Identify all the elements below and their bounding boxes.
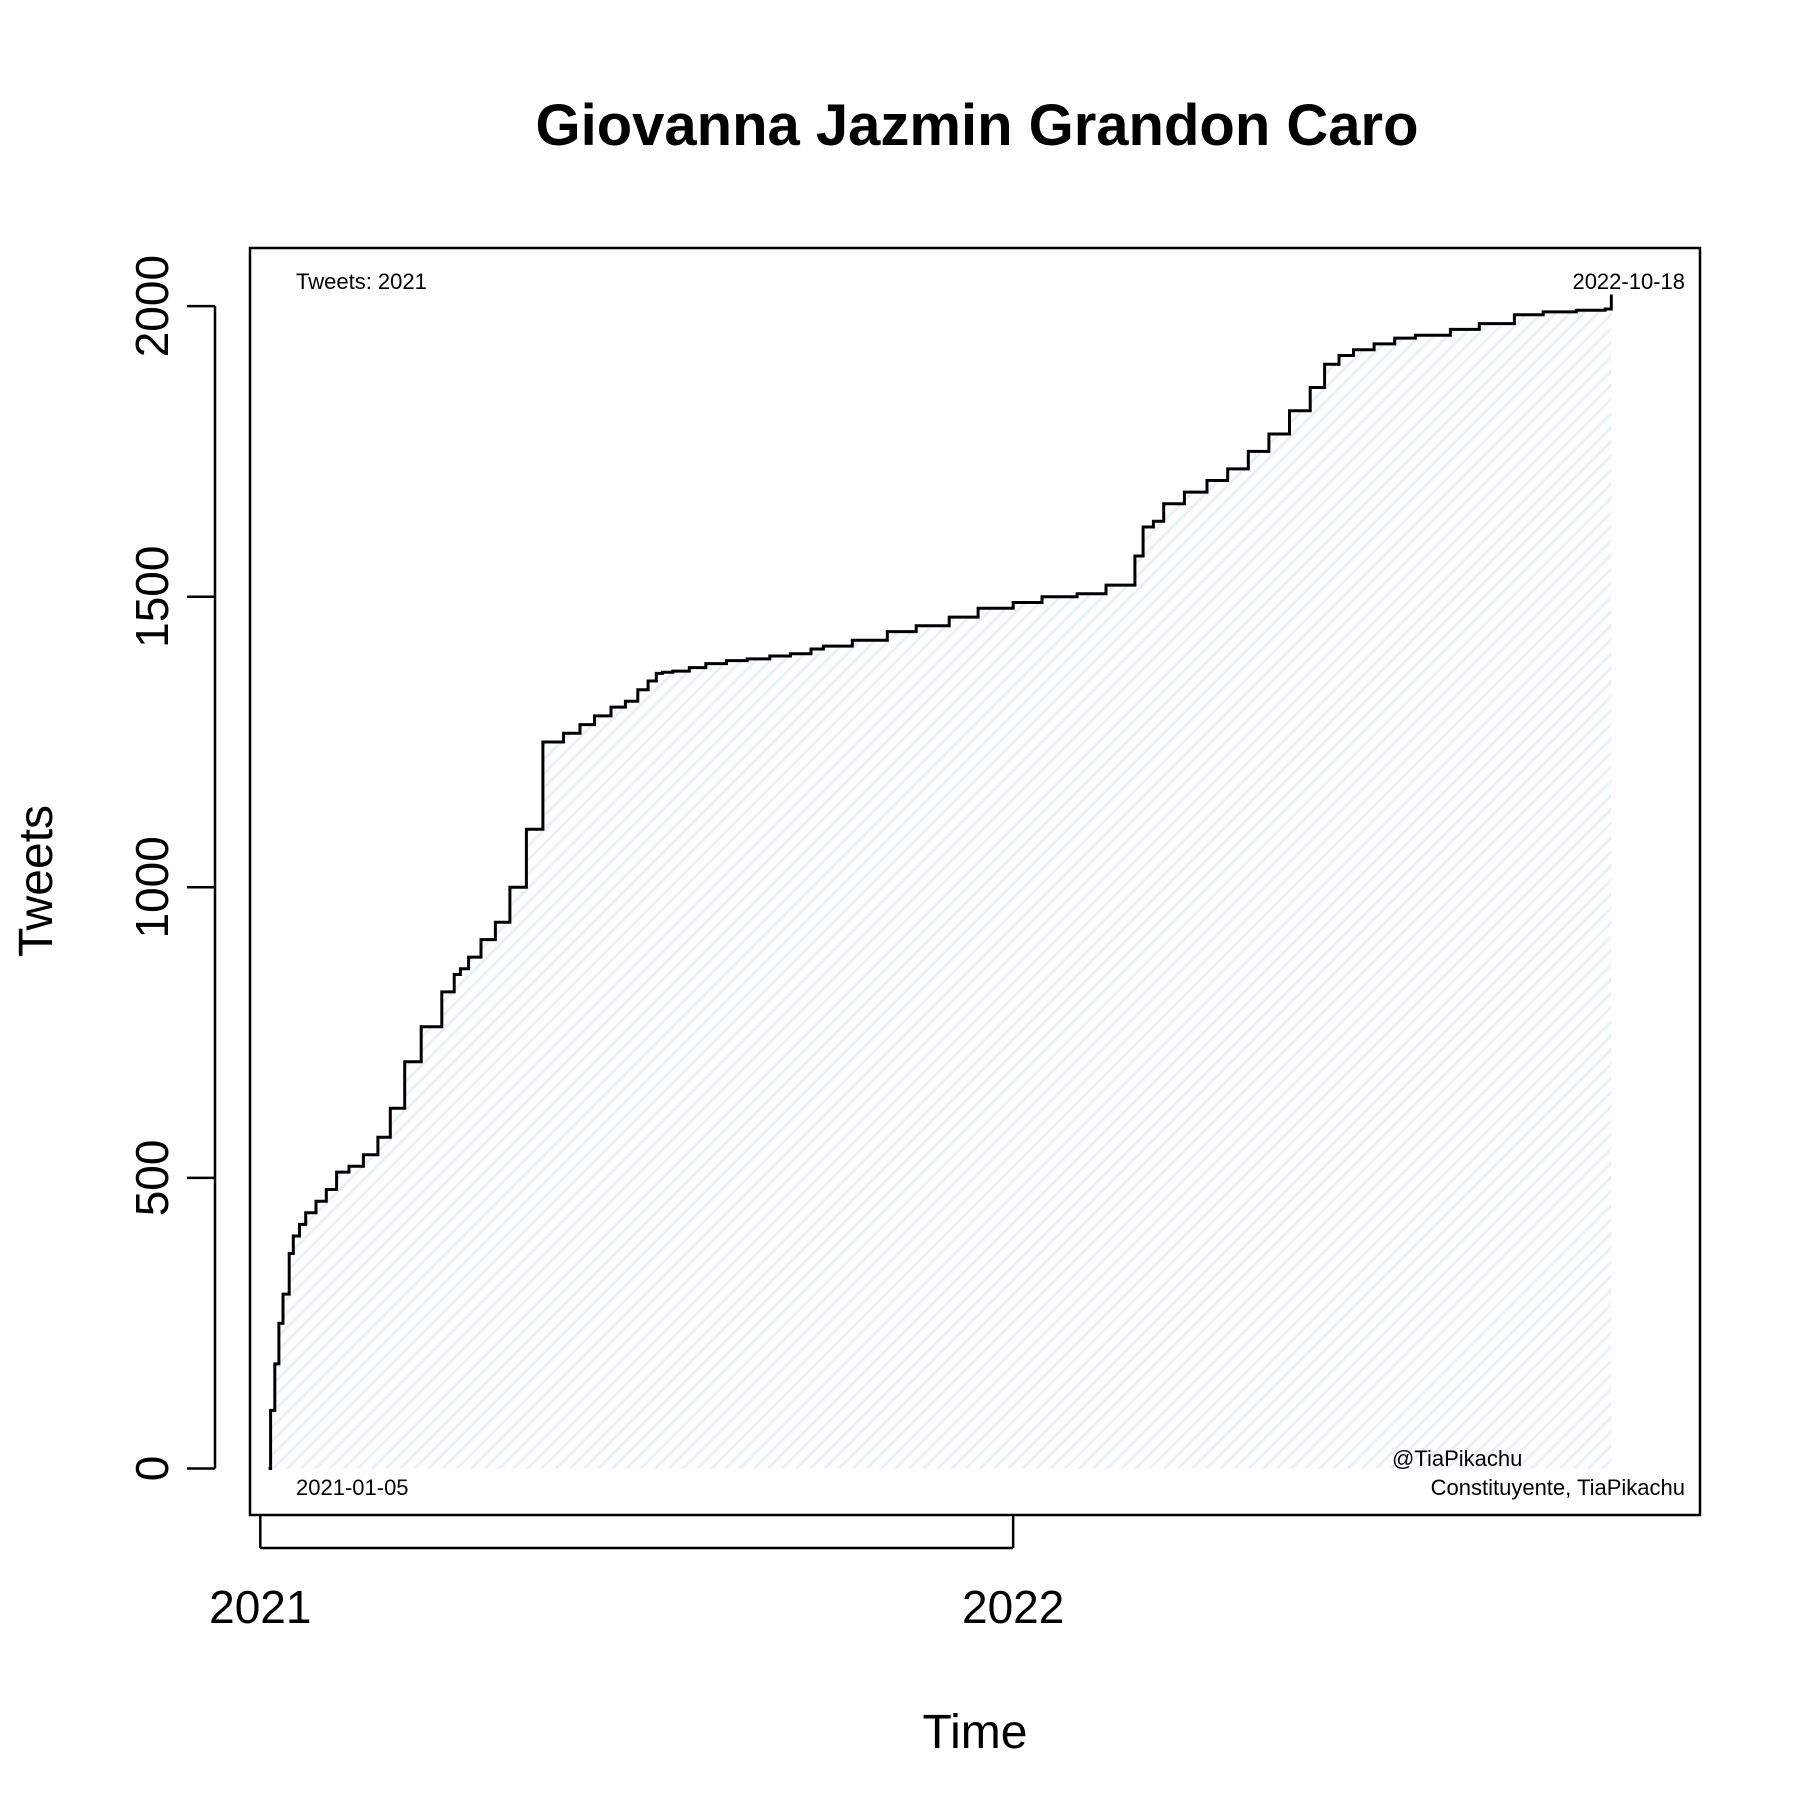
- y-axis-title: Tweets: [10, 805, 63, 957]
- x-axis: 2021 2022: [209, 1516, 1064, 1633]
- plot-area: [248, 246, 1702, 1517]
- annotation-credit: Constituyente, TiaPikachu: [1431, 1475, 1685, 1500]
- y-tick-label-3: 1500: [126, 546, 178, 648]
- y-tick-label-2: 1000: [126, 836, 178, 938]
- plot-frame: [248, 246, 1702, 1517]
- annotation-total-tweets: Tweets: 2021: [296, 269, 427, 294]
- y-axis: 0 500 1000 1500 2000: [126, 255, 217, 1482]
- series-line: [268, 294, 1613, 1470]
- y-tick-label-4: 2000: [126, 255, 178, 357]
- x-tick-label-0: 2021: [209, 1581, 311, 1633]
- annotation-handle: @TiaPikachu: [1392, 1446, 1522, 1471]
- chart-title: Giovanna Jazmin Grandon Caro: [535, 93, 1418, 158]
- annotation-end-date: 2022-10-18: [1572, 269, 1685, 294]
- y-tick-label-0: 0: [126, 1456, 178, 1482]
- annotation-start-date: 2021-01-05: [296, 1475, 409, 1500]
- x-axis-title: Time: [923, 1706, 1028, 1759]
- y-tick-label-1: 500: [126, 1140, 178, 1217]
- x-tick-label-1: 2022: [962, 1581, 1064, 1633]
- area-fill: [268, 294, 1612, 1469]
